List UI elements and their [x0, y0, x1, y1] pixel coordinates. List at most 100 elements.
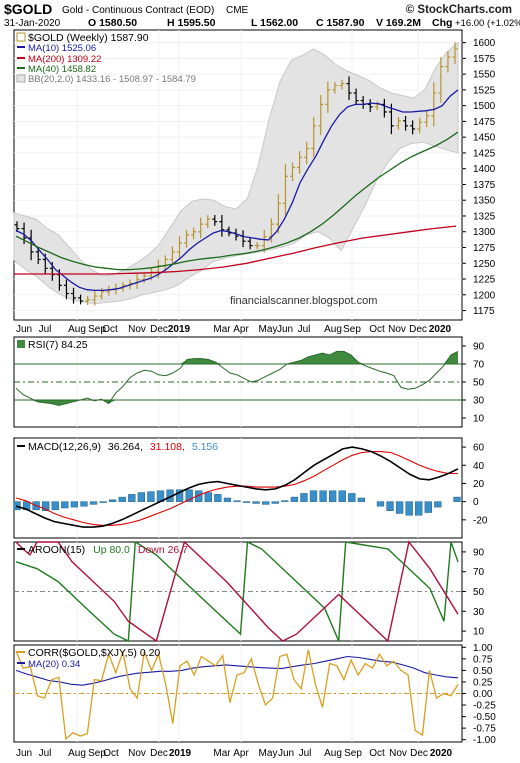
macd-histogram-bar [309, 490, 318, 502]
x-axis-label-top: Sep [88, 324, 106, 335]
aroon-tick-label: 50 [473, 587, 485, 598]
corr-tick-label: 0.00 [473, 689, 493, 700]
macd-histogram-bar [51, 501, 59, 511]
price-tick-label: 1575 [473, 54, 496, 65]
axis-ticks: 1600 1575 1550 1525 1500 1475 1450 1425 1400 1375… [16, 38, 496, 759]
watermark: financialscanner.blogspot.com [230, 295, 377, 307]
x-axis-label-top: Nov [388, 324, 406, 335]
x-axis-label-top: 2020 [429, 324, 452, 335]
price-tick-label: 1500 [473, 101, 496, 112]
x-axis-label-top: Nov [128, 324, 146, 335]
corr-tick-label: -1.00 [473, 735, 496, 746]
corr-tick-label: -0.50 [473, 712, 496, 723]
price-tick-label: 1425 [473, 148, 496, 159]
aroon-tick-label: 10 [473, 627, 485, 638]
macd-tick-label: 60 [473, 443, 485, 454]
x-axis-label-top: Oct [369, 324, 385, 335]
macd-histogram-bar [175, 489, 184, 502]
x-axis-label-bottom: Apr [233, 748, 249, 759]
price-tick-label: 1300 [473, 227, 496, 238]
x-axis-label-bottom: Oct [369, 748, 385, 759]
price-tick-label: 1200 [473, 290, 496, 301]
macd-histogram-bar [357, 497, 365, 502]
legend-macd-value: 36.264, [108, 441, 143, 453]
corr-tick-label: -0.25 [473, 701, 496, 712]
aroon-up-line [15, 540, 459, 643]
quote-change-label: Chg [432, 17, 452, 29]
macd-histogram-bar [118, 496, 126, 502]
macd-histogram-bar [147, 491, 155, 502]
macd-panel [13, 437, 463, 539]
legend-aroon-down: Down 26.7 [138, 544, 188, 556]
legend-macd-hist: 5.156 [192, 441, 218, 453]
x-axis-label-bottom: Mar [213, 748, 231, 759]
quote-low: L 1562.00 [251, 17, 298, 29]
x-axis-label-top: Mar [213, 324, 231, 335]
legend-corr: CORR($GOLD,$XJY,5) 0.20 [28, 647, 160, 659]
x-axis-label-bottom: May [259, 748, 278, 759]
aroon-legend: AROON(15) Up 80.0 Down 26.7 [17, 544, 188, 556]
macd-histogram-bar [338, 490, 346, 502]
legend-rsi: RSI(7) 84.25 [28, 339, 88, 351]
rsi-tick-label: 70 [473, 360, 485, 371]
quote-close: C 1587.90 [316, 17, 365, 29]
macd-histogram-bar [415, 501, 423, 516]
price-tick-label: 1600 [473, 38, 496, 49]
aroon-tick-label: 30 [473, 607, 485, 618]
macd-histogram-bar [89, 501, 98, 505]
stockcharts-brand: © StockCharts.com [406, 4, 512, 16]
price-tick-label: 1375 [473, 180, 496, 191]
rsi-tick-label: 30 [473, 396, 485, 407]
macd-histogram-bar [233, 500, 241, 502]
corr-tick-label: 0.25 [473, 677, 493, 688]
legend-ma10: MA(10) 1525.06 [28, 43, 96, 54]
macd-histogram-bar [376, 501, 385, 507]
quote-open: O 1580.50 [88, 17, 137, 29]
symbol-title: $GOLD [4, 1, 52, 17]
x-axis-label-top: Aug [324, 324, 342, 335]
macd-histogram-bar [281, 500, 289, 502]
legend-bb: BB(20,2.0) 1433.16 - 1508.97 - 1584.79 [28, 74, 196, 85]
legend-macd-name: MACD(12,26,9) [28, 441, 101, 453]
price-tick-label: 1225 [473, 275, 496, 286]
price-tick-label: 1550 [473, 70, 496, 81]
x-axis-label-bottom: Jul [299, 748, 312, 759]
x-axis-label-bottom: Aug [68, 748, 86, 759]
macd-line [15, 446, 459, 528]
rsi-tick-label: 90 [473, 342, 485, 353]
aroon-tick-label: 70 [473, 567, 485, 578]
x-axis-label-top: Jun [277, 324, 293, 335]
x-axis-label-bottom: Sep [88, 748, 106, 759]
x-axis-label-bottom: Sep [344, 748, 362, 759]
quote-high: H 1595.50 [167, 17, 216, 29]
macd-tick-label: -20 [473, 515, 488, 526]
macd-histogram-bar [262, 501, 270, 505]
macd-histogram-bar [252, 501, 260, 504]
symbol-exchange: CME [226, 5, 249, 16]
quote-date: 31-Jan-2020 [4, 18, 61, 29]
macd-histogram-bar [300, 493, 308, 502]
macd-signal-line [15, 451, 458, 526]
x-axis-label-top: Dec [150, 324, 168, 335]
x-axis-label-bottom: Nov [128, 748, 146, 759]
macd-histogram-bar [348, 493, 356, 502]
macd-histogram-bar [386, 501, 394, 511]
corr-tick-label: 1.00 [473, 643, 493, 654]
legend-price: $GOLD (Weekly) 1587.90 [28, 32, 149, 44]
x-axis-label-top: Jul [39, 324, 52, 335]
macd-legend: MACD(12,26,9) 36.264, 31.108, 5.156 [17, 441, 218, 453]
price-tick-label: 1325 [473, 211, 496, 222]
ma-line [14, 225, 457, 275]
macd-histogram-bar [395, 501, 404, 514]
macd-tick-label: 20 [473, 479, 485, 490]
macd-histogram-bar [80, 501, 88, 507]
corr-tick-label: 0.75 [473, 654, 493, 665]
symbol-description: Gold - Continuous Contract (EOD) [62, 5, 214, 16]
x-axis-label-top: Jun [16, 324, 32, 335]
rsi-tick-label: 50 [473, 378, 485, 389]
x-axis-label-bottom: Dec [150, 748, 168, 759]
macd-histogram-bar [195, 490, 203, 502]
x-axis-label-bottom: Oct [103, 748, 119, 759]
macd-histogram-bar [434, 501, 442, 508]
macd-histogram-bar [271, 501, 279, 504]
